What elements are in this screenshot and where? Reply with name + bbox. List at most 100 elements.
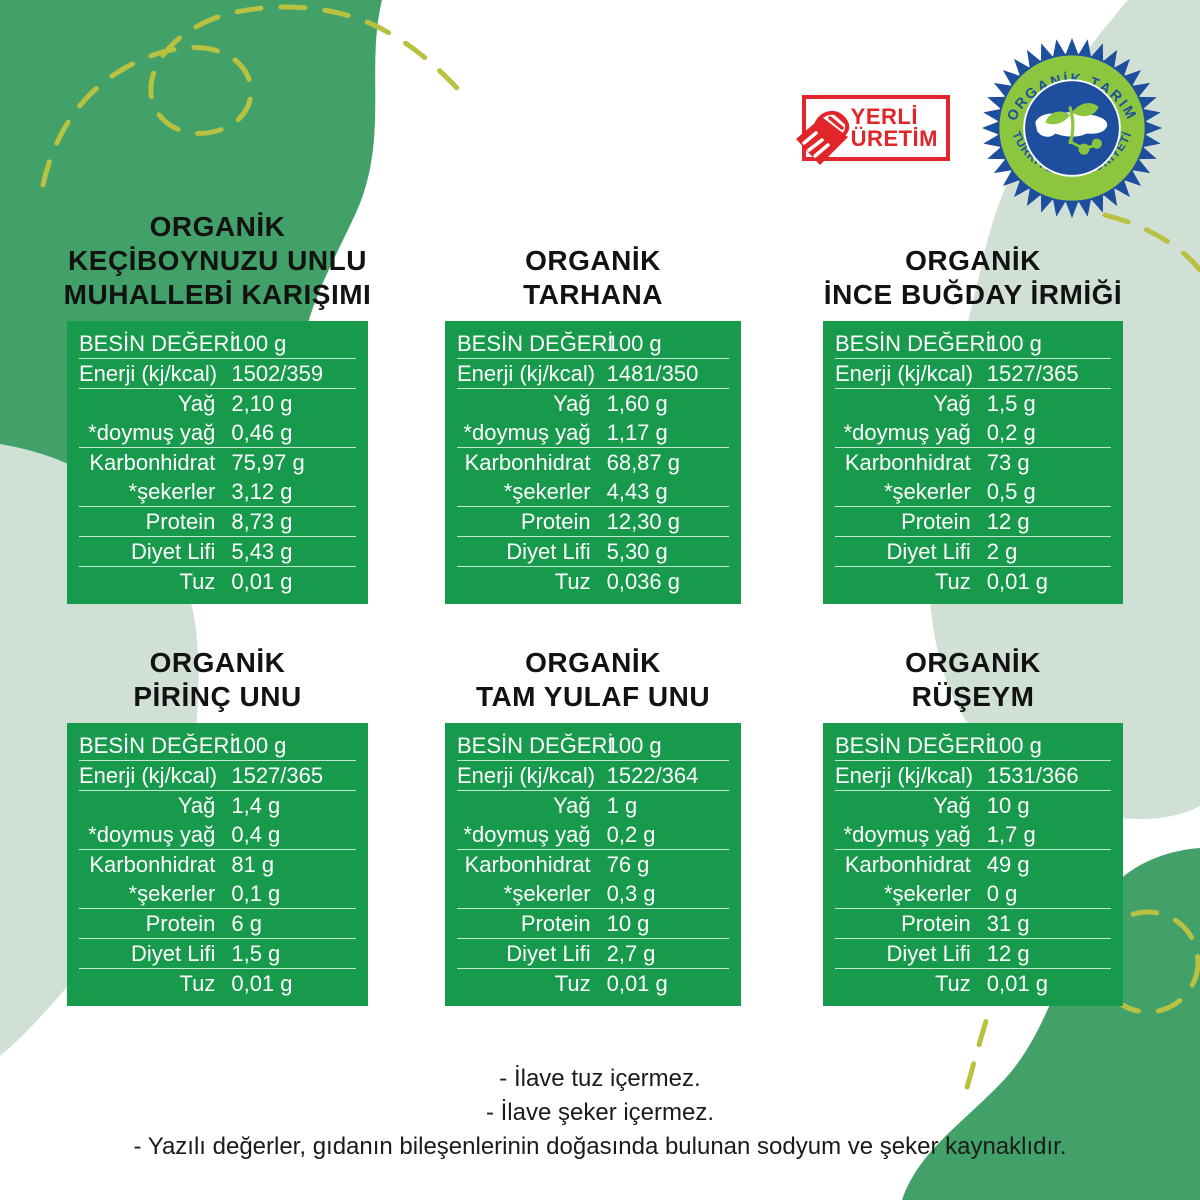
table-row-satfat: *doymuş yağ 0,4 g [79,820,356,849]
row-value: 0 g [986,881,1018,906]
table-row-fat: Yağ 1 g [457,790,729,820]
table-row-serving: BESİN DEĞERİ 100 g [835,329,1111,358]
row-label: Tuz [934,971,971,996]
row-value: 6 g [231,911,262,936]
row-label: Karbonhidrat [464,852,591,877]
row-label: Yağ [553,793,591,818]
row-value: 0,01 g [986,569,1048,594]
row-value: 10 g [606,911,650,936]
table-row-sugar: *şekerler 4,43 g [457,477,729,506]
yerli-line1: YERLİ [850,104,918,129]
row-label: Yağ [933,391,971,416]
row-label: Protein [520,509,591,534]
row-label: Karbonhidrat [89,450,216,475]
table-row-energy: Enerji (kj/kcal) 1481/350 [457,358,729,388]
product-title: ORGANİK İNCE BUĞDAY İRMİĞİ [778,210,1168,312]
row-value: 2,10 g [231,391,293,416]
table-row-serving: BESİN DEĞERİ 100 g [457,731,729,760]
product-title-line: PİRİNÇ UNU [133,681,302,712]
product-title-line: TARHANA [523,279,663,310]
table-row-sugar: *şekerler 0 g [835,879,1111,908]
row-value: 0,036 g [606,569,680,594]
table-row-serving: BESİN DEĞERİ 100 g [79,731,356,760]
row-label: Diyet Lifi [886,941,971,966]
row-label: Diyet Lifi [130,539,216,564]
nutrition-table: BESİN DEĞERİ 100 g Enerji (kj/kcal) 1527/36… [823,321,1123,604]
row-label: *şekerler [128,479,216,504]
plant-sprout-icon [1045,103,1102,155]
product-title-line: ORGANİK [149,647,286,678]
row-value: 100 g [986,331,1042,356]
row-label: *doymuş yağ [463,420,591,445]
row-value: 1527/365 [986,361,1079,386]
product-card: ORGANİK TAM YULAF UNU BESİN DEĞERİ 100 g En… [445,612,741,1006]
row-label: Yağ [933,793,971,818]
handshake-icon [796,110,850,165]
table-row-serving: BESİN DEĞERİ 100 g [79,329,356,358]
table-row-salt: Tuz 0,01 g [835,968,1111,998]
row-value: 1,60 g [606,391,668,416]
table-row-energy: Enerji (kj/kcal) 1531/366 [835,760,1111,790]
row-value: 0,01 g [231,971,293,996]
table-row-protein: Protein 8,73 g [79,506,356,536]
table-row-sugar: *şekerler 0,3 g [457,879,729,908]
yerli-line2: ÜRETİM [850,126,938,151]
row-value: 1527/365 [231,763,324,788]
row-label: Enerji (kj/kcal) [835,763,974,788]
product-title-line: KEÇİBOYNUZU UNLU [68,245,367,276]
table-row-salt: Tuz 0,01 g [835,566,1111,596]
row-value: 0,2 g [986,420,1036,445]
row-label: Yağ [553,391,591,416]
row-value: 5,30 g [606,539,668,564]
row-value: 0,5 g [986,479,1036,504]
row-value: 0,4 g [231,822,281,847]
table-row-fat: Yağ 1,5 g [835,388,1111,418]
product-title-line: TAM YULAF UNU [475,681,711,712]
row-label: Enerji (kj/kcal) [835,361,974,386]
row-label: *şekerler [128,881,216,906]
table-row-sugar: *şekerler 0,5 g [835,477,1111,506]
table-row-energy: Enerji (kj/kcal) 1522/364 [457,760,729,790]
row-label: Karbonhidrat [89,852,216,877]
product-card: ORGANİK KEÇİBOYNUZU UNLU MUHALLEBİ KARIŞIM… [64,210,371,604]
row-value: 1,5 g [231,941,281,966]
row-value: 0,46 g [231,420,293,445]
table-row-sugar: *şekerler 3,12 g [79,477,356,506]
row-label: *doymuş yağ [843,420,971,445]
product-title: ORGANİK RÜŞEYM [778,612,1168,714]
row-value: 0,2 g [606,822,656,847]
table-row-fiber: Diyet Lifi 1,5 g [79,938,356,968]
table-row-satfat: *doymuş yağ 1,17 g [457,418,729,447]
row-label: *doymuş yağ [88,420,216,445]
footnote-no-sugar: - İlave şeker içermez. [485,1099,715,1126]
row-label: *doymuş yağ [463,822,591,847]
row-value: 100 g [986,733,1042,758]
table-row-serving: BESİN DEĞERİ 100 g [457,329,729,358]
table-row-protein: Protein 31 g [835,908,1111,938]
row-label: BESİN DEĞERİ [457,733,614,758]
row-value: 12 g [986,509,1030,534]
table-row-satfat: *doymuş yağ 0,2 g [457,820,729,849]
row-value: 81 g [231,852,275,877]
product-card: ORGANİK PİRİNÇ UNU BESİN DEĞERİ 100 g Enerj… [67,612,368,1006]
product-card: ORGANİK RÜŞEYM BESİN DEĞERİ 100 g Enerji (k… [823,612,1123,1006]
row-label: Diyet Lifi [506,539,591,564]
row-label: *şekerler [503,479,591,504]
table-row-carb: Karbonhidrat 81 g [79,849,356,879]
row-value: 0,01 g [986,971,1048,996]
table-row-fiber: Diyet Lifi 2 g [835,536,1111,566]
row-value: 1,17 g [606,420,668,445]
table-row-carb: Karbonhidrat 76 g [457,849,729,879]
table-row-carb: Karbonhidrat 49 g [835,849,1111,879]
table-row-protein: Protein 12 g [835,506,1111,536]
product-card: ORGANİK İNCE BUĞDAY İRMİĞİ BESİN DEĞERİ 10… [823,210,1123,604]
row-label: *şekerler [883,479,971,504]
yerli-uretim-label: YERLİ ÜRETİM [851,106,938,150]
footnotes: - İlave tuz içermez. - İlave şeker içerm… [0,1062,1200,1164]
table-row-salt: Tuz 0,01 g [79,566,356,596]
product-title-line: RÜŞEYM [911,681,1035,712]
table-row-energy: Enerji (kj/kcal) 1527/365 [835,358,1111,388]
row-value: 1,4 g [231,793,281,818]
row-label: Karbonhidrat [844,852,971,877]
row-value: 0,3 g [606,881,656,906]
